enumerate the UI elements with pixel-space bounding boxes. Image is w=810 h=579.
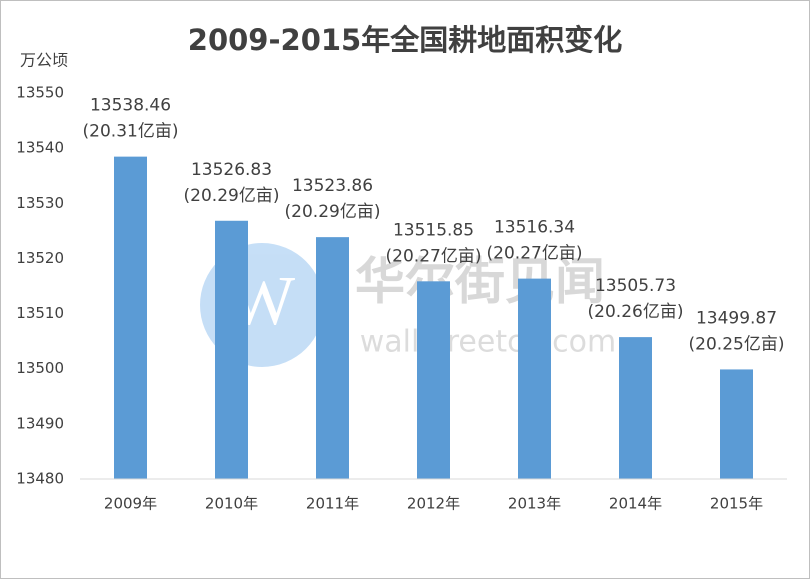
- x-tick-label: 2012年: [407, 495, 460, 513]
- bar: [215, 220, 248, 480]
- bar: [316, 237, 349, 479]
- value-label: 13505.73: [595, 276, 676, 296]
- y-tick-label: 13490: [16, 414, 64, 432]
- y-tick-label: 13480: [16, 470, 64, 488]
- x-tick-label: 2015年: [710, 495, 763, 513]
- y-tick-label: 13520: [16, 249, 64, 267]
- value-label: 13499.87: [696, 308, 777, 328]
- x-tick-label: 2010年: [205, 495, 258, 513]
- annotation: (20.31亿亩): [83, 122, 179, 142]
- annotation: (20.25亿亩): [689, 334, 785, 354]
- bar: [114, 156, 147, 479]
- watermark-url: wallstreetcn.com: [360, 325, 616, 360]
- annotation: (20.27亿亩): [386, 246, 482, 266]
- x-tick-label: 2011年: [306, 495, 359, 513]
- value-label: 13516.34: [494, 218, 575, 238]
- y-tick-label: 13550: [16, 84, 64, 102]
- bar: [720, 369, 753, 479]
- y-tick-label: 13530: [16, 194, 64, 212]
- x-tick-label: 2013年: [508, 495, 561, 513]
- bar: [518, 278, 551, 479]
- value-label: 13523.86: [292, 176, 373, 196]
- annotation: (20.29亿亩): [285, 202, 381, 222]
- value-label: 13515.85: [393, 220, 474, 240]
- annotation: (20.27亿亩): [487, 244, 583, 264]
- annotation: (20.29亿亩): [184, 186, 280, 206]
- value-label: 13538.46: [90, 96, 171, 116]
- y-axis-label: 万公顷: [20, 51, 68, 70]
- bar: [619, 337, 652, 479]
- x-tick-label: 2014年: [609, 495, 662, 513]
- value-label: 13526.83: [191, 160, 272, 180]
- y-tick-label: 13540: [16, 139, 64, 157]
- watermark-text: 华尔街见闻: [355, 253, 605, 311]
- x-tick-label: 2009年: [104, 495, 157, 513]
- chart-title: 2009-2015年全国耕地面积变化: [188, 23, 622, 57]
- y-tick-label: 13500: [16, 359, 64, 377]
- bar: [417, 281, 450, 479]
- annotation: (20.26亿亩): [588, 302, 684, 322]
- y-tick-label: 13510: [16, 304, 64, 322]
